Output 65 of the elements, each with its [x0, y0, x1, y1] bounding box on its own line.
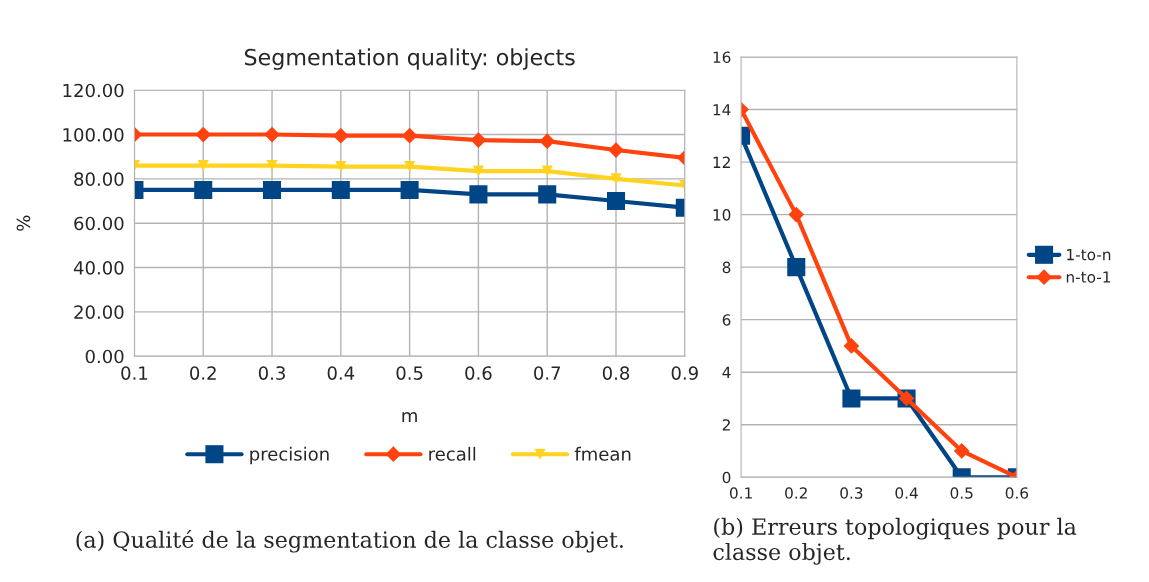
point — [538, 185, 557, 204]
y-tick-label: 14 — [713, 104, 731, 116]
y-tick-label: 80.00 — [74, 172, 124, 186]
point — [401, 127, 418, 144]
point — [194, 180, 213, 199]
y-tick-label: 60.00 — [74, 216, 124, 231]
legend-label: precision — [250, 446, 329, 465]
x-tick-label: 0.6 — [465, 366, 492, 380]
text: (b) Erreurs topologiques pour la classe objet. — [713, 517, 1077, 565]
y-tick-label: 20.00 — [74, 305, 124, 319]
y-tick-label: 8 — [722, 261, 731, 274]
y-tick-label: 120.00 — [63, 83, 124, 98]
x-tick-label: 0.4 — [327, 366, 355, 380]
chart-title: Segmentation quality: objects — [244, 48, 575, 70]
x-tick-label: 0.9 — [671, 366, 698, 380]
point — [197, 160, 209, 172]
y-tick-label: 40.00 — [73, 260, 124, 275]
x-tick-label: 0.5 — [396, 366, 423, 380]
x-tick-label: 0.6 — [1005, 487, 1029, 499]
legend-label: fmean — [574, 446, 631, 461]
point — [263, 180, 282, 199]
x-tick-label: 0.1 — [729, 487, 752, 499]
y-tick-label: 10 — [713, 209, 731, 221]
x-tick-label: 0.3 — [840, 487, 863, 499]
point — [332, 127, 349, 144]
y-tick-label: 0.00 — [85, 349, 124, 364]
x-tick-label: 0.3 — [258, 366, 285, 380]
point — [264, 126, 280, 143]
x-tick-label: 0.4 — [895, 487, 918, 499]
x-axis-title: m — [402, 411, 417, 423]
point — [606, 192, 626, 211]
point — [404, 161, 416, 173]
y-axis-title: % — [16, 215, 31, 231]
x-tick-label: 0.5 — [950, 487, 973, 499]
point — [195, 126, 212, 143]
y-tick-label: 4 — [722, 366, 731, 378]
point — [953, 443, 970, 459]
y-tick-label: 0 — [722, 471, 731, 484]
point — [842, 389, 861, 408]
text: (a) Qualité de la segmentation de la classe objet. — [76, 529, 623, 553]
legend-label: 1-to-n — [1067, 249, 1111, 261]
point — [400, 180, 419, 199]
point — [610, 173, 622, 185]
y-tick-label: 100.00 — [63, 128, 124, 142]
point — [331, 180, 350, 199]
y-tick-label: 6 — [722, 314, 731, 326]
y-tick-label: 12 — [713, 156, 730, 168]
point — [470, 132, 487, 148]
point — [843, 338, 860, 354]
legend-label: n-to-1 — [1066, 271, 1111, 283]
x-tick-label: 0.1 — [121, 366, 148, 380]
point — [335, 161, 347, 173]
point — [608, 142, 624, 158]
y-tick-label: 16 — [713, 51, 731, 64]
point — [788, 206, 805, 223]
legend-label: recall — [429, 446, 476, 461]
point — [787, 258, 806, 277]
point — [539, 133, 556, 150]
x-tick-label: 0.7 — [534, 366, 561, 380]
point — [469, 185, 488, 204]
point — [266, 160, 278, 172]
x-tick-label: 0.8 — [602, 366, 630, 380]
y-tick-label: 2 — [722, 419, 730, 431]
x-tick-label: 0.2 — [190, 366, 216, 380]
x-tick-label: 0.2 — [785, 487, 807, 499]
